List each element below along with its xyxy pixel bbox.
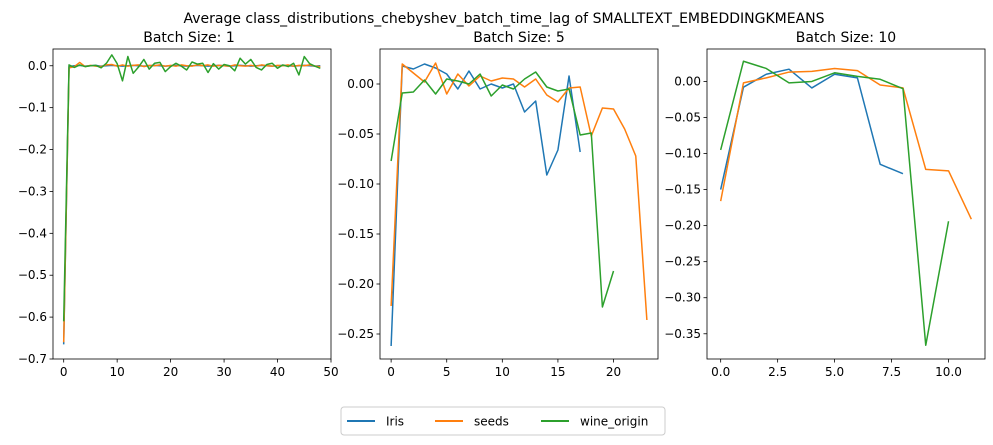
- legend-label-wine-origin: wine_origin: [580, 415, 648, 429]
- subplot-title: Batch Size: 10: [796, 30, 896, 46]
- series-line-seeds: [390, 62, 648, 321]
- axes-frame: [379, 48, 659, 360]
- x-tick-label: 40: [270, 365, 285, 379]
- subplot-title: Batch Size: 5: [473, 30, 565, 46]
- figure-suptitle: Average class_distributions_chebyshev_ba…: [183, 11, 824, 27]
- y-tick-label: −0.05: [664, 110, 701, 124]
- x-tick-label: 7.5: [882, 365, 901, 379]
- y-tick-label: −0.25: [337, 327, 374, 341]
- series-line-seeds: [719, 67, 973, 220]
- y-tick-label: −0.7: [18, 352, 47, 366]
- y-tick-label: −0.25: [664, 255, 701, 269]
- y-tick-label: −0.1: [18, 101, 47, 115]
- axes-frame: [706, 48, 986, 360]
- y-tick-label: −0.2: [18, 143, 47, 157]
- y-tick-label: −0.6: [18, 310, 47, 324]
- y-tick-label: −0.3: [18, 184, 47, 198]
- subplot-batch-size-5: Batch Size: 5 0 5 10 15 20 0.00 −0.05 −0.10 −0.1…: [337, 30, 659, 379]
- series-line-iris: [62, 64, 321, 345]
- y-tick-label: −0.10: [664, 147, 701, 161]
- x-tick-label: 15: [550, 365, 565, 379]
- legend-label-iris: Iris: [386, 415, 404, 429]
- y-tick-label: 0.00: [347, 77, 374, 91]
- subplot-title: Batch Size: 1: [143, 30, 235, 46]
- x-tick-label: 0: [60, 365, 68, 379]
- y-tick-label: −0.05: [337, 127, 374, 141]
- x-tick-label: 20: [606, 365, 621, 379]
- y-tick-label: −0.10: [337, 177, 374, 191]
- y-tick-label: −0.35: [664, 327, 701, 341]
- x-tick-label: 20: [163, 365, 178, 379]
- x-tick-label: 30: [216, 365, 231, 379]
- y-tick-label: −0.4: [18, 226, 47, 240]
- axes-frame: [52, 48, 332, 360]
- y-tick-label: −0.5: [18, 268, 47, 282]
- series-line-seeds: [62, 61, 321, 343]
- x-tick-label: 10.0: [935, 365, 962, 379]
- series-line-wine-origin: [390, 71, 615, 308]
- subplot-batch-size-1: Batch Size: 1 0 10 20 30 40 50 0.0 −0.1 −0.2 −0.3…: [18, 30, 339, 379]
- series-line-iris: [390, 63, 581, 347]
- series-line-wine-origin: [62, 54, 321, 322]
- subplot-batch-size-10: Batch Size: 10 0.0 2.5 5.0 7.5 10.0 0.00 −0.05…: [664, 30, 986, 379]
- y-tick-label: 0.0: [28, 59, 47, 73]
- x-tick-label: 2.5: [768, 365, 787, 379]
- x-tick-label: 5: [443, 365, 451, 379]
- y-tick-label: 0.00: [674, 74, 701, 88]
- legend-label-seeds: seeds: [474, 415, 509, 429]
- x-tick-label: 0.0: [711, 365, 730, 379]
- y-tick-label: −0.20: [664, 219, 701, 233]
- series-line-iris: [719, 68, 904, 190]
- x-tick-label: 50: [323, 365, 338, 379]
- series-line-wine-origin: [719, 60, 950, 347]
- legend: Iris seeds wine_origin: [340, 406, 666, 436]
- legend-frame: [340, 406, 666, 436]
- x-tick-label: 10: [110, 365, 125, 379]
- x-tick-label: 10: [495, 365, 510, 379]
- x-tick-label: 0: [387, 365, 395, 379]
- y-tick-label: −0.30: [664, 291, 701, 305]
- y-tick-label: −0.15: [337, 227, 374, 241]
- y-tick-label: −0.20: [337, 277, 374, 291]
- y-tick-label: −0.15: [664, 183, 701, 197]
- x-tick-label: 5.0: [825, 365, 844, 379]
